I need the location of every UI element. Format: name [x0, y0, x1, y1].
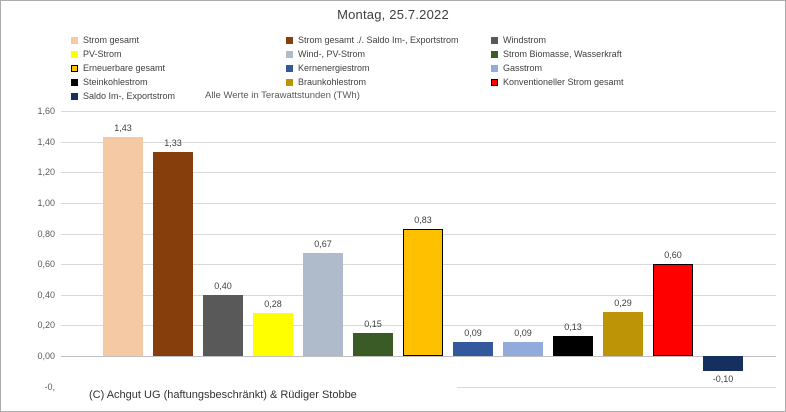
legend-column: Strom gesamt PV-Strom Erneuerbare gesamt St…: [71, 33, 175, 103]
legend-item-label: Steinkohlestrom: [83, 77, 148, 87]
bar-3: [203, 295, 243, 356]
legend-swatch-icon: [491, 50, 498, 58]
legend-item: Gasstrom: [491, 61, 624, 75]
bar-9: [503, 342, 543, 356]
legend-item-label: Saldo Im-, Exportstrom: [83, 91, 176, 101]
bar-value-label: 0,60: [664, 250, 682, 260]
legend-swatch-icon: [491, 36, 498, 44]
legend-swatch-icon: [286, 36, 293, 44]
legend-item-label: Gasstrom: [503, 63, 543, 73]
legend-item-label: Erneuerbare gesamt: [83, 63, 166, 73]
legend-item: PV-Strom: [71, 47, 175, 61]
bar-value-label: 0,67: [314, 239, 332, 249]
bar-1: [103, 137, 143, 356]
bar-4: [253, 313, 293, 356]
bar-value-label: 0,28: [264, 299, 282, 309]
copyright-text: (C) Achgut UG (haftungsbeschränkt) & Rüd…: [89, 389, 357, 401]
bar-2: [153, 152, 193, 356]
legend-swatch-icon: [286, 64, 293, 72]
bar-8: [453, 342, 493, 356]
y-tick-label: 1,00: [37, 198, 55, 208]
bar-value-label: 0,13: [564, 322, 582, 332]
legend-swatch-icon: [491, 78, 498, 86]
unit-note-label: Alle Werte in Terawattstunden (TWh): [205, 90, 360, 101]
bar-12: [653, 264, 693, 356]
legend-swatch-icon: [286, 50, 293, 58]
legend-item-label: Windstrom: [503, 35, 547, 45]
bar-7: [403, 229, 443, 356]
legend-item: Steinkohlestrom: [71, 75, 175, 89]
legend-item-label: Wind-, PV-Strom: [298, 49, 366, 59]
legend-item: Kernenergiestrom: [286, 61, 459, 75]
copyright-box: (C) Achgut UG (haftungsbeschränkt) & Rüd…: [57, 363, 457, 407]
legend-column: Strom gesamt ./. Saldo Im-, Exportstrom W…: [286, 33, 459, 89]
legend-item: Erneuerbare gesamt: [71, 61, 175, 75]
legend-item-label: Strom gesamt: [83, 35, 140, 45]
x-axis-line: [61, 356, 776, 357]
legend-item: Saldo Im-, Exportstrom: [71, 89, 175, 103]
bar-10: [553, 336, 593, 356]
legend-item: Strom gesamt ./. Saldo Im-, Exportstrom: [286, 33, 459, 47]
y-tick-label: 0,60: [37, 259, 55, 269]
bar-value-label: 0,09: [464, 328, 482, 338]
legend-column: Windstrom Strom Biomasse, Wasserkraft Gass…: [491, 33, 624, 89]
bar-value-label: 0,15: [364, 319, 382, 329]
legend-item-label: Strom Biomasse, Wasserkraft: [503, 49, 622, 59]
y-tick-label: 1,60: [37, 106, 55, 116]
legend-item-label: Konventioneller Strom gesamt: [503, 77, 624, 87]
legend-item: Strom gesamt: [71, 33, 175, 47]
legend-item: Braunkohlestrom: [286, 75, 459, 89]
gridline: [61, 203, 776, 204]
bar-value-label: 0,09: [514, 328, 532, 338]
bar-value-label: 0,29: [614, 298, 632, 308]
y-tick-label: -0,: [44, 382, 55, 392]
bar-value-label: 1,33: [164, 138, 182, 148]
bar-value-label: 0,83: [414, 215, 432, 225]
y-tick-label: 0,00: [37, 351, 55, 361]
bar-value-label: 1,43: [114, 123, 132, 133]
legend-item-label: PV-Strom: [83, 49, 122, 59]
legend-swatch-icon: [491, 64, 498, 72]
y-tick-label: 1,20: [37, 167, 55, 177]
legend-swatch-icon: [71, 78, 78, 86]
legend-item: Strom Biomasse, Wasserkraft: [491, 47, 624, 61]
y-tick-label: 0,40: [37, 290, 55, 300]
gridline: [61, 172, 776, 173]
y-tick-label: 1,40: [37, 137, 55, 147]
bar-6: [353, 333, 393, 356]
gridline: [61, 111, 776, 112]
legend-swatch-icon: [71, 50, 78, 58]
legend-item: Konventioneller Strom gesamt: [491, 75, 624, 89]
bar-5: [303, 253, 343, 356]
legend-item: Wind-, PV-Strom: [286, 47, 459, 61]
chart-title: Montag, 25.7.2022: [337, 7, 449, 22]
y-tick-label: 0,80: [37, 229, 55, 239]
legend-item-label: Strom gesamt ./. Saldo Im-, Exportstrom: [298, 35, 459, 45]
legend-item-label: Kernenergiestrom: [298, 63, 370, 73]
bar-11: [603, 312, 643, 356]
legend-swatch-icon: [71, 36, 78, 44]
legend-swatch-icon: [286, 78, 293, 86]
legend-item: Windstrom: [491, 33, 624, 47]
bar-value-label: -0,10: [712, 374, 734, 384]
y-tick-label: 0,20: [37, 320, 55, 330]
legend-swatch-icon: [71, 92, 78, 100]
legend-swatch-icon: [71, 64, 78, 72]
bar-13: [703, 356, 743, 371]
legend-item-label: Braunkohlestrom: [298, 77, 367, 87]
bar-value-label: 0,40: [214, 281, 232, 291]
gridline: [61, 142, 776, 143]
